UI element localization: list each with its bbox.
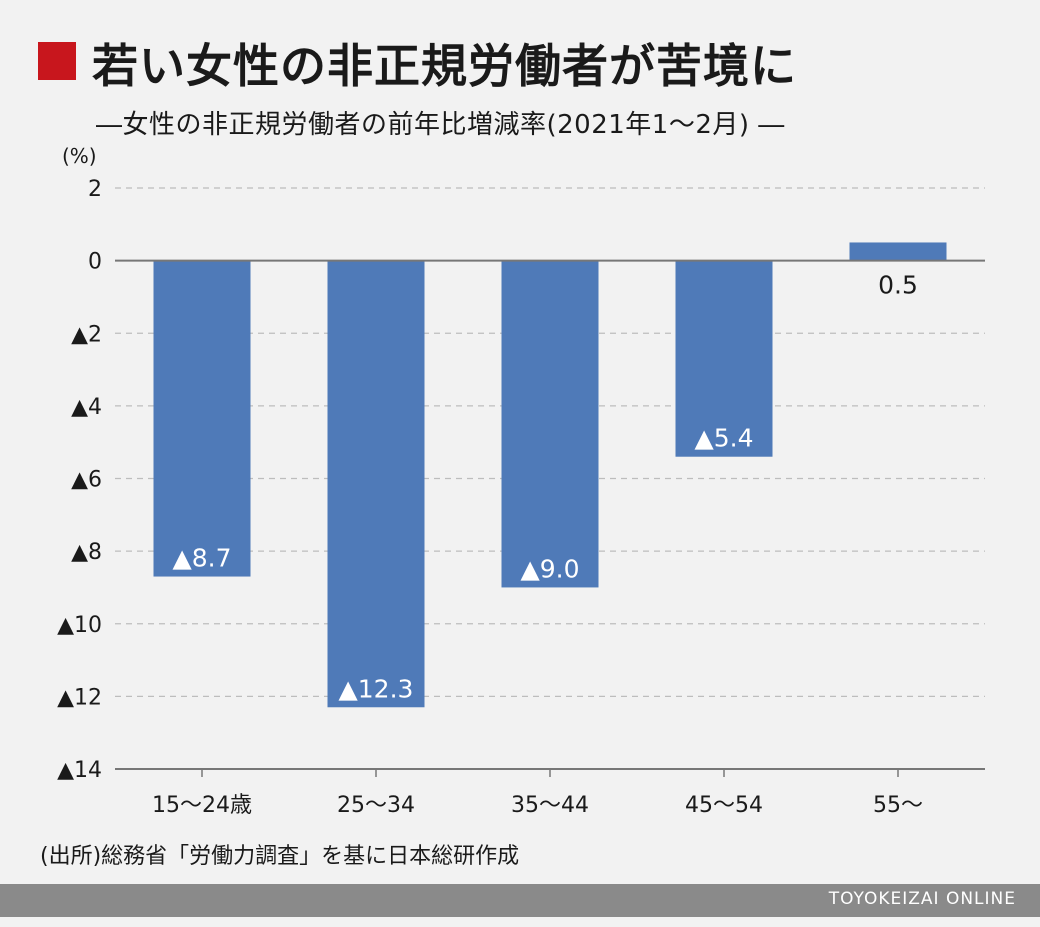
bar-chart: 2 0 ▲2 ▲4 ▲6 ▲8 ▲10 ▲12 ▲14 ▲8.7 15～24歳 ▲12.3 25～34 ▲… [57,177,985,818]
source-note: (出所)総務省「労働力調査」を基に日本総研作成 [40,844,520,869]
y-tick-label: 0 [88,250,102,275]
x-tick-label: 45～54 [685,793,763,818]
data-label: ▲9.0 [521,554,580,583]
bar [153,260,251,577]
title-marker [38,42,76,80]
bar [675,260,773,457]
bar [849,242,947,261]
y-tick-label: ▲14 [57,758,102,783]
footer-brand: TOYOKEIZAI ONLINE [828,889,1016,909]
y-tick-label: ▲12 [57,685,102,710]
y-tick-label: ▲4 [71,395,102,420]
x-tick-label: 15～24歳 [152,793,252,818]
bar [501,260,599,588]
y-tick-label: ▲8 [71,540,102,565]
bar [327,260,425,708]
x-tick-label: 35～44 [511,793,589,818]
chart-title: 若い女性の非正規労働者が苦境に [92,39,797,93]
data-label: ▲5.4 [695,424,754,453]
y-axis-unit: (%) [62,144,97,168]
data-label: 0.5 [878,271,918,300]
chart-subtitle: ―女性の非正規労働者の前年比増減率(2021年1～2月) ― [96,110,785,140]
footer-bar: TOYOKEIZAI ONLINE [0,884,1040,917]
data-label: ▲8.7 [173,544,232,573]
x-tick-label: 55～ [873,793,923,818]
y-tick-label: ▲2 [71,322,102,347]
y-tick-label: ▲10 [57,613,102,638]
y-tick-label: 2 [88,177,102,202]
x-tick-label: 25～34 [337,793,415,818]
y-tick-label: ▲6 [71,468,102,493]
data-label: ▲12.3 [339,674,414,703]
